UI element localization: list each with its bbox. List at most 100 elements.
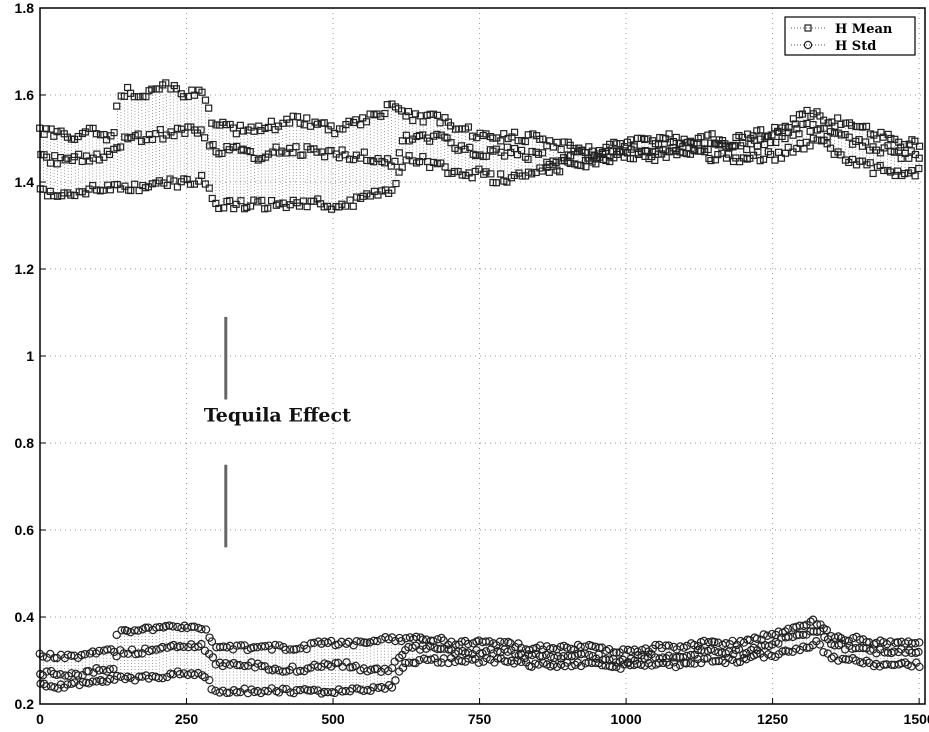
data-point bbox=[42, 125, 51, 133]
data-point bbox=[859, 123, 867, 131]
data-point bbox=[837, 120, 845, 128]
data-point bbox=[398, 663, 408, 672]
data-point bbox=[852, 122, 860, 131]
data-point bbox=[306, 122, 315, 130]
data-point bbox=[92, 130, 100, 138]
data-point bbox=[731, 142, 740, 150]
data-point bbox=[373, 636, 382, 646]
data-point bbox=[587, 641, 596, 651]
data-point bbox=[278, 147, 286, 155]
data-point bbox=[844, 636, 854, 646]
data-point bbox=[766, 150, 775, 159]
data-point bbox=[363, 190, 371, 198]
data-point bbox=[528, 170, 536, 178]
data-point bbox=[862, 656, 871, 665]
data-point bbox=[56, 670, 65, 679]
data-point bbox=[345, 155, 354, 163]
data-point bbox=[816, 125, 824, 133]
data-point bbox=[288, 662, 297, 671]
data-point bbox=[75, 150, 83, 158]
data-point bbox=[482, 653, 491, 663]
data-point bbox=[426, 163, 434, 172]
data-point bbox=[302, 644, 311, 654]
data-point bbox=[826, 144, 835, 152]
data-point bbox=[126, 627, 135, 637]
data-point bbox=[837, 131, 845, 139]
annotation-group: Tequila Effect bbox=[204, 316, 351, 548]
data-point bbox=[342, 202, 350, 210]
data-point bbox=[127, 133, 135, 141]
plot-background bbox=[40, 8, 925, 704]
data-point bbox=[752, 634, 762, 643]
data-point bbox=[461, 145, 469, 153]
data-point bbox=[94, 666, 104, 675]
data-point bbox=[475, 165, 483, 173]
data-point bbox=[193, 668, 203, 678]
data-point bbox=[117, 143, 125, 151]
data-point bbox=[728, 655, 737, 665]
data-point bbox=[275, 641, 284, 650]
data-point bbox=[289, 112, 297, 120]
data-point bbox=[309, 197, 318, 205]
data-point bbox=[503, 178, 511, 186]
data-point bbox=[847, 121, 856, 129]
data-point bbox=[866, 159, 874, 167]
data-point bbox=[179, 93, 188, 101]
data-point bbox=[270, 664, 280, 673]
data-point bbox=[292, 644, 301, 654]
data-point bbox=[360, 148, 368, 156]
y-tick-label: 0.8 bbox=[15, 435, 35, 451]
data-point bbox=[331, 658, 340, 668]
data-point bbox=[198, 88, 206, 96]
data-point bbox=[363, 667, 372, 676]
x-tick-label: 250 bbox=[175, 711, 199, 727]
data-point bbox=[295, 666, 305, 676]
data-point bbox=[437, 159, 445, 167]
data-point bbox=[349, 202, 357, 210]
y-tick-label: 1 bbox=[26, 348, 34, 364]
data-point bbox=[497, 170, 505, 178]
data-point bbox=[766, 138, 775, 147]
data-point bbox=[303, 686, 313, 695]
data-point bbox=[911, 172, 919, 180]
data-point bbox=[481, 637, 490, 646]
legend-marker bbox=[804, 24, 812, 32]
data-point bbox=[60, 189, 68, 197]
data-point bbox=[450, 167, 458, 176]
data-point bbox=[296, 119, 304, 127]
data-point bbox=[534, 150, 543, 158]
data-point bbox=[784, 143, 792, 151]
data-point bbox=[208, 653, 218, 662]
data-point bbox=[741, 655, 751, 664]
data-point bbox=[155, 622, 164, 632]
data-point bbox=[398, 137, 407, 145]
data-point bbox=[711, 156, 720, 164]
data-point bbox=[162, 79, 170, 87]
data-point bbox=[513, 151, 522, 159]
data-point bbox=[219, 118, 227, 126]
data-point bbox=[351, 661, 360, 671]
data-point bbox=[915, 662, 924, 672]
data-point bbox=[110, 647, 119, 657]
data-point bbox=[126, 673, 135, 682]
data-point bbox=[278, 684, 288, 694]
data-point bbox=[799, 120, 807, 128]
data-point bbox=[309, 685, 318, 695]
data-point bbox=[89, 668, 98, 677]
data-point bbox=[785, 124, 793, 132]
data-point bbox=[553, 138, 561, 146]
data-point bbox=[644, 147, 652, 155]
data-point bbox=[387, 683, 397, 692]
data-point bbox=[267, 196, 276, 205]
data-point bbox=[777, 154, 786, 162]
data-point bbox=[260, 642, 270, 651]
data-point bbox=[507, 656, 516, 666]
data-point bbox=[78, 677, 88, 687]
data-point bbox=[348, 684, 357, 693]
data-point bbox=[747, 140, 755, 148]
data-point bbox=[900, 658, 910, 667]
data-point bbox=[130, 93, 138, 101]
data-point bbox=[426, 137, 434, 145]
grid-lines bbox=[40, 8, 925, 704]
